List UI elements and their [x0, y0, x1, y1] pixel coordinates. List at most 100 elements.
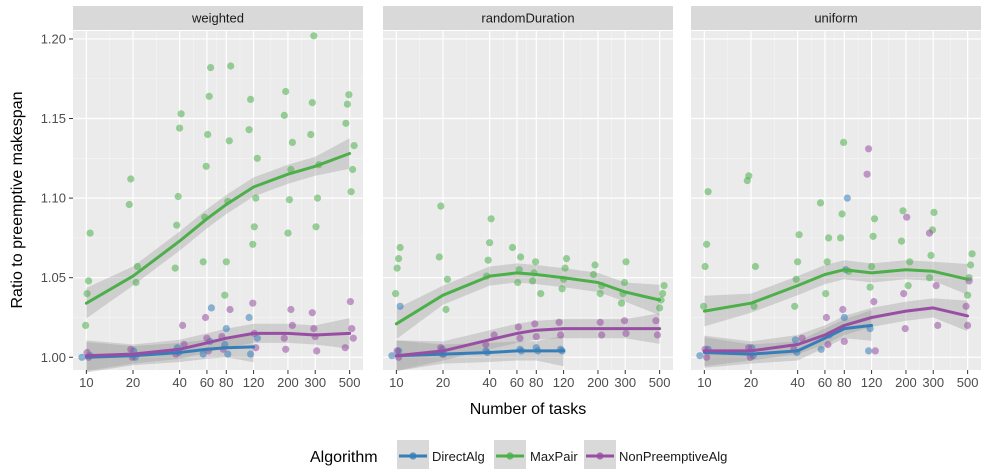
data-point-NonPreemptiveAlg [598, 331, 606, 339]
data-point-NonPreemptiveAlg [179, 321, 187, 329]
data-point-MaxPair [222, 258, 230, 266]
data-point-NonPreemptiveAlg [341, 344, 349, 352]
data-point-MaxPair [562, 255, 571, 263]
data-point-MaxPair [656, 304, 664, 312]
facet-panel-weighted: weighted 10 20 40 60 80 120 200 300 500 [73, 6, 363, 390]
smooth-line-MaxPair [702, 268, 970, 313]
data-point-NonPreemptiveAlg [901, 325, 909, 333]
data-point-NonPreemptiveAlg [280, 334, 288, 342]
legend-label: DirectAlg [432, 449, 485, 464]
data-point-NonPreemptiveAlg [903, 213, 911, 221]
data-point-MaxPair [392, 290, 400, 298]
data-point-MaxPair [307, 130, 315, 139]
data-point-DirectAlg [865, 347, 873, 355]
data-point-MaxPair [171, 264, 179, 272]
data-point-NonPreemptiveAlg [201, 313, 210, 322]
data-point-MaxPair [284, 229, 292, 237]
data-point-NonPreemptiveAlg [703, 353, 711, 361]
data-point-MaxPair [486, 239, 494, 247]
data-point-NonPreemptiveAlg [310, 325, 318, 333]
data-point-DirectAlg [388, 352, 396, 360]
x-tick-label: 120 [861, 375, 883, 390]
data-point-MaxPair [659, 290, 667, 298]
y-tick-label: 1.15 [41, 111, 66, 126]
data-point-MaxPair [537, 290, 545, 298]
legend-label: NonPreemptiveAlg [619, 449, 727, 464]
data-point-MaxPair [205, 92, 213, 100]
data-point-MaxPair [225, 137, 233, 145]
data-point-NonPreemptiveAlg [555, 318, 563, 326]
smooth-line-MaxPair [84, 152, 352, 305]
data-point-MaxPair [86, 229, 94, 237]
data-point-MaxPair [596, 290, 604, 298]
data-point-MaxPair [743, 177, 751, 185]
y-tick-label: 1.10 [41, 191, 66, 206]
x-tick-label: 120 [243, 375, 265, 390]
facet-strip-label: weighted [191, 11, 244, 26]
data-point-MaxPair [837, 234, 845, 242]
data-point-MaxPair [561, 264, 569, 272]
data-point-NonPreemptiveAlg [622, 329, 630, 337]
data-point-MaxPair [82, 321, 90, 329]
data-point-DirectAlg [199, 350, 207, 358]
data-point-NonPreemptiveAlg [839, 305, 847, 314]
data-point-NonPreemptiveAlg [620, 317, 629, 325]
data-point-MaxPair [174, 192, 182, 201]
data-point-DirectAlg [396, 302, 404, 310]
data-point-NonPreemptiveAlg [226, 305, 234, 314]
data-point-MaxPair [838, 210, 846, 218]
y-tick-label: 1.00 [41, 350, 66, 365]
x-axis-title: Number of tasks [470, 401, 586, 418]
data-point-MaxPair [529, 277, 537, 285]
x-tick-label: 20 [436, 375, 450, 390]
data-point-MaxPair [558, 285, 566, 293]
x-tick-label: 60 [200, 375, 214, 390]
data-point-MaxPair [660, 282, 668, 290]
data-point-NonPreemptiveAlg [348, 325, 356, 333]
data-point-MaxPair [435, 253, 443, 261]
data-point-MaxPair [899, 207, 907, 215]
data-point-MaxPair [125, 200, 133, 209]
data-point-MaxPair [247, 95, 255, 103]
data-point-MaxPair [840, 138, 848, 146]
data-point-MaxPair [127, 175, 135, 183]
data-point-NonPreemptiveAlg [925, 229, 934, 237]
data-point-MaxPair [484, 256, 492, 264]
data-point-MaxPair [308, 99, 316, 107]
data-point-NonPreemptiveAlg [870, 298, 878, 306]
data-point-NonPreemptiveAlg [932, 282, 940, 290]
data-point-NonPreemptiveAlg [287, 305, 295, 314]
data-point-MaxPair [617, 299, 626, 307]
x-tick-label: 40 [482, 375, 496, 390]
x-tick-label: 80 [219, 375, 233, 390]
data-point-NonPreemptiveAlg [824, 340, 832, 349]
data-point-MaxPair [345, 91, 353, 99]
data-point-NonPreemptiveAlg [249, 299, 257, 307]
data-point-MaxPair [589, 270, 598, 279]
data-point-NonPreemptiveAlg [557, 331, 565, 339]
data-point-MaxPair [792, 275, 800, 283]
data-point-MaxPair [532, 258, 540, 266]
x-tick-label: 80 [837, 375, 851, 390]
data-point-NonPreemptiveAlg [532, 333, 540, 341]
data-point-MaxPair [393, 264, 401, 272]
data-point-MaxPair [253, 154, 261, 162]
data-point-MaxPair [249, 240, 257, 248]
smooth-line-DirectAlg [394, 349, 566, 358]
data-point-MaxPair [221, 291, 229, 299]
data-point-MaxPair [313, 194, 322, 202]
data-point-MaxPair [245, 126, 253, 134]
data-point-MaxPair [487, 215, 495, 223]
data-point-NonPreemptiveAlg [653, 331, 662, 339]
confidence-band-NonPreemptiveAlg [86, 318, 350, 371]
data-point-NonPreemptiveAlg [516, 334, 524, 342]
data-point-MaxPair [173, 221, 181, 229]
data-point-MaxPair [795, 231, 803, 239]
x-tick-label: 300 [614, 375, 636, 390]
data-point-MaxPair [176, 124, 184, 132]
smooth-line-NonPreemptiveAlg [702, 306, 970, 353]
x-tick-label: 300 [922, 375, 944, 390]
data-point-MaxPair [967, 261, 975, 269]
x-tick-label: 40 [790, 375, 804, 390]
